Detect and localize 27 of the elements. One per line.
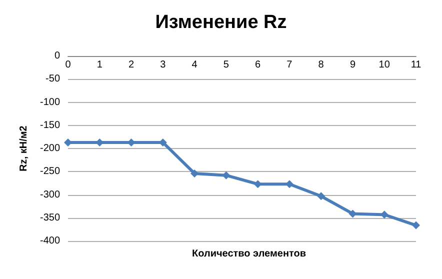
y-axis-title: Rz, кН/м2 [18,125,30,172]
x-tick-label: 10 [378,60,390,70]
y-tick-label: -300 [40,189,60,200]
point [222,171,230,180]
point [412,221,420,230]
x-axis-title: Количество элементов [192,248,306,260]
x-tick-label: 8 [318,60,324,70]
x-tick-label: 11 [410,60,422,70]
y-tick-label: -50 [46,74,60,85]
y-tick-label: -400 [40,236,60,246]
y-tick-label: -350 [40,212,60,224]
x-tick-label: 7 [286,60,293,70]
x-tick-label: 2 [128,60,134,70]
x-tick-label: 0 [65,60,72,70]
x-tick-label: 6 [255,60,262,70]
point [317,192,326,200]
chart-title: Изменение Rz [155,12,287,33]
x-tick-label: 3 [160,60,166,70]
x-tick-label: 1 [96,60,103,70]
x-tick-label: 9 [350,60,356,70]
x-tick-label: 4 [192,60,198,70]
y-tick-label: -100 [40,96,60,108]
y-tick-label: -150 [40,120,60,131]
y-tick-label: -200 [40,143,60,154]
y-tick-label: 0 [54,50,60,62]
y-tick-label: -250 [40,166,60,178]
x-tick-label: 5 [223,60,230,70]
